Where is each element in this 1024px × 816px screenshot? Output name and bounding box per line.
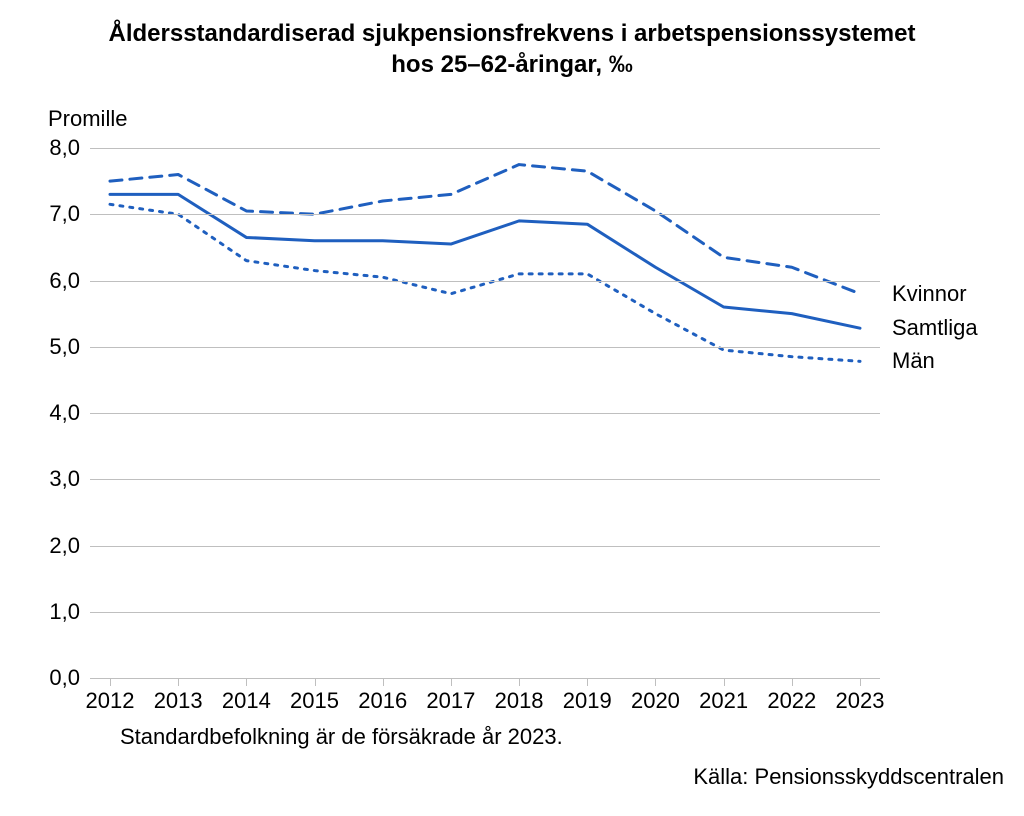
series-label-kvinnor: Kvinnor	[892, 281, 967, 307]
x-tick-label: 2020	[631, 688, 680, 714]
x-tick-label: 2014	[222, 688, 271, 714]
x-tick-mark	[587, 678, 588, 686]
title-line-2: hos 25–62-åringar, ‰	[391, 51, 632, 78]
x-tick-label: 2015	[290, 688, 339, 714]
gridline	[90, 214, 880, 215]
y-tick-label: 8,0	[30, 135, 80, 161]
series-män	[110, 204, 860, 361]
chart-title: Åldersstandardiserad sjukpensionsfrekven…	[0, 18, 1024, 80]
gridline	[90, 479, 880, 480]
y-tick-label: 0,0	[30, 665, 80, 691]
y-tick-label: 2,0	[30, 533, 80, 559]
x-tick-mark	[178, 678, 179, 686]
source-caption: Källa: Pensionsskyddscentralen	[693, 764, 1004, 790]
series-label-män: Män	[892, 348, 935, 374]
gridline	[90, 612, 880, 613]
x-tick-mark	[451, 678, 452, 686]
y-tick-label: 3,0	[30, 466, 80, 492]
y-tick-label: 1,0	[30, 599, 80, 625]
gridline	[90, 678, 880, 679]
y-tick-label: 6,0	[30, 268, 80, 294]
x-tick-label: 2023	[836, 688, 885, 714]
x-tick-label: 2019	[563, 688, 612, 714]
x-tick-mark	[655, 678, 656, 686]
x-tick-label: 2016	[358, 688, 407, 714]
series-kvinnor	[110, 165, 860, 294]
gridline	[90, 281, 880, 282]
x-tick-mark	[519, 678, 520, 686]
x-tick-label: 2017	[426, 688, 475, 714]
y-tick-label: 4,0	[30, 400, 80, 426]
x-tick-label: 2021	[699, 688, 748, 714]
series-label-samtliga: Samtliga	[892, 315, 978, 341]
y-tick-label: 5,0	[30, 334, 80, 360]
x-tick-label: 2013	[154, 688, 203, 714]
x-tick-label: 2018	[495, 688, 544, 714]
plot-area	[90, 148, 880, 678]
x-tick-label: 2012	[86, 688, 135, 714]
y-axis-label: Promille	[48, 106, 127, 132]
x-tick-label: 2022	[767, 688, 816, 714]
x-tick-mark	[792, 678, 793, 686]
x-tick-mark	[110, 678, 111, 686]
title-line-1: Åldersstandardiserad sjukpensionsfrekven…	[109, 20, 916, 47]
x-tick-mark	[246, 678, 247, 686]
gridline	[90, 413, 880, 414]
x-tick-mark	[860, 678, 861, 686]
chart-container: Åldersstandardiserad sjukpensionsfrekven…	[0, 0, 1024, 816]
x-tick-mark	[383, 678, 384, 686]
gridline	[90, 148, 880, 149]
gridline	[90, 347, 880, 348]
sub-caption: Standardbefolkning är de försäkrade år 2…	[120, 724, 563, 750]
y-tick-label: 7,0	[30, 201, 80, 227]
x-tick-mark	[724, 678, 725, 686]
gridline	[90, 546, 880, 547]
x-tick-mark	[315, 678, 316, 686]
